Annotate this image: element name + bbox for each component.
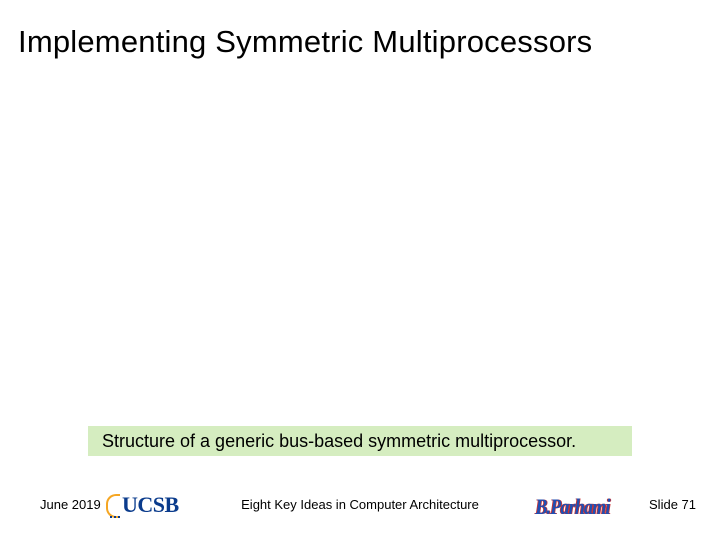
ucsb-dots-icon xyxy=(110,516,120,518)
slide-number: Slide 71 xyxy=(649,497,696,512)
author-logo-icon: B.Parhami xyxy=(536,494,610,520)
ucsb-wave-icon xyxy=(106,494,120,518)
slide: Implementing Symmetric Multiprocessors S… xyxy=(0,0,720,540)
ucsb-logo-text: UCSB xyxy=(122,492,179,518)
footer-date: June 2019 xyxy=(40,497,101,512)
slide-title: Implementing Symmetric Multiprocessors xyxy=(18,24,702,60)
figure-caption: Structure of a generic bus-based symmetr… xyxy=(88,426,632,456)
footer: June 2019 UCSB Eight Key Ideas in Comput… xyxy=(0,482,720,522)
ucsb-logo-icon: UCSB xyxy=(106,492,188,520)
footer-center-title: Eight Key Ideas in Computer Architecture xyxy=(241,497,479,512)
figure-caption-text: Structure of a generic bus-based symmetr… xyxy=(102,431,576,452)
